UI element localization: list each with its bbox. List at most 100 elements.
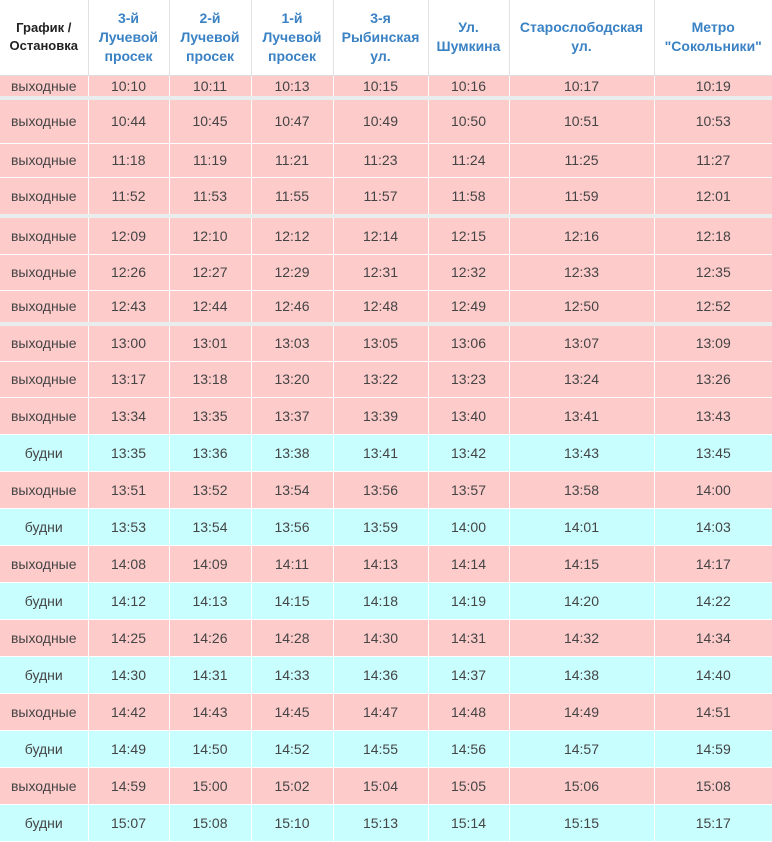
time-cell: 14:25: [87, 619, 169, 657]
time-cell: 12:46: [250, 290, 333, 325]
time-cell: 13:41: [508, 397, 654, 435]
time-cell: 11:23: [332, 143, 428, 178]
schedule-cell: выходные: [0, 471, 88, 509]
time-cell: 13:17: [87, 361, 169, 398]
table-row: выходные 14:25 14:26 14:28 14:30 14:31 14:32 14…: [0, 619, 772, 657]
time-cell: 13:23: [427, 361, 509, 398]
time-cell: 15:13: [332, 804, 428, 842]
table-row: выходные 13:17 13:18 13:20 13:22 13:23 13:24 13…: [0, 361, 772, 398]
time-cell: 14:22: [653, 582, 772, 620]
time-cell: 12:43: [87, 290, 169, 325]
time-cell: 12:18: [653, 214, 772, 255]
table-row: выходные 11:18 11:19 11:21 11:23 11:24 11:25 11…: [0, 143, 772, 178]
time-cell: 14:19: [427, 582, 509, 620]
table-row: выходные 14:59 15:00 15:02 15:04 15:05 15:06 15…: [0, 767, 772, 805]
time-cell: 11:59: [508, 177, 654, 217]
time-cell: 12:52: [653, 290, 772, 325]
time-cell: 10:45: [168, 96, 251, 144]
time-cell: 14:37: [427, 656, 509, 694]
time-cell: 10:17: [508, 75, 654, 99]
time-cell: 13:05: [332, 322, 428, 362]
time-cell: 13:26: [653, 361, 772, 398]
time-cell: 14:50: [168, 730, 251, 768]
time-cell: 13:38: [250, 434, 333, 472]
schedule-cell: выходные: [0, 545, 88, 583]
time-cell: 10:44: [87, 96, 169, 144]
table-row: будни 15:07 15:08 15:10 15:13 15:14 15:15 15:17: [0, 804, 772, 842]
time-cell: 10:15: [332, 75, 428, 99]
time-cell: 15:08: [653, 767, 772, 805]
time-cell: 12:16: [508, 214, 654, 255]
time-cell: 14:38: [508, 656, 654, 694]
time-cell: 14:15: [250, 582, 333, 620]
time-cell: 14:32: [508, 619, 654, 657]
schedule-cell: выходные: [0, 322, 88, 362]
time-cell: 12:26: [87, 254, 169, 291]
time-cell: 15:06: [508, 767, 654, 805]
time-cell: 14:51: [653, 693, 772, 731]
schedule-cell: будни: [0, 582, 88, 620]
time-cell: 12:29: [250, 254, 333, 291]
time-cell: 13:51: [87, 471, 169, 509]
time-cell: 12:14: [332, 214, 428, 255]
time-cell: 14:15: [508, 545, 654, 583]
time-cell: 12:49: [427, 290, 509, 325]
time-cell: 11:27: [653, 143, 772, 178]
table-row: выходные 13:00 13:01 13:03 13:05 13:06 13:07 13…: [0, 322, 772, 362]
time-cell: 14:49: [508, 693, 654, 731]
time-cell: 12:44: [168, 290, 251, 325]
table-row: выходные 13:34 13:35 13:37 13:39 13:40 13:41 13…: [0, 397, 772, 435]
time-cell: 15:05: [427, 767, 509, 805]
time-cell: 13:20: [250, 361, 333, 398]
time-cell: 14:20: [508, 582, 654, 620]
time-cell: 14:59: [653, 730, 772, 768]
time-cell: 13:56: [250, 508, 333, 546]
time-cell: 14:14: [427, 545, 509, 583]
time-cell: 14:52: [250, 730, 333, 768]
time-cell: 14:30: [87, 656, 169, 694]
table-row: выходные 10:10 10:11 10:13 10:15 10:16 10:17 10…: [0, 75, 772, 99]
stop-header-staroslobodskaya: Старослободская ул.: [508, 0, 654, 76]
time-cell: 14:36: [332, 656, 428, 694]
schedule-cell: будни: [0, 804, 88, 842]
time-cell: 15:04: [332, 767, 428, 805]
time-cell: 14:30: [332, 619, 428, 657]
time-cell: 13:56: [332, 471, 428, 509]
time-cell: 12:35: [653, 254, 772, 291]
schedule-cell: будни: [0, 730, 88, 768]
time-cell: 13:36: [168, 434, 251, 472]
time-cell: 13:22: [332, 361, 428, 398]
stop-header-shumkina: Ул. Шумкина: [427, 0, 509, 76]
table-row: выходные 10:44 10:45 10:47 10:49 10:50 10:51 10…: [0, 96, 772, 144]
schedule-cell: выходные: [0, 290, 88, 325]
time-cell: 14:18: [332, 582, 428, 620]
stop-header-luchevoy-3: 3-й Лучевой просек: [87, 0, 169, 76]
time-cell: 13:58: [508, 471, 654, 509]
table-row: выходные 12:43 12:44 12:46 12:48 12:49 12:50 12…: [0, 290, 772, 325]
stop-header-luchevoy-2: 2-й Лучевой просек: [168, 0, 251, 76]
time-cell: 11:58: [427, 177, 509, 217]
time-cell: 13:54: [168, 508, 251, 546]
stop-header-metro-sokolniki: Метро "Сокольники": [653, 0, 772, 76]
time-cell: 15:14: [427, 804, 509, 842]
time-cell: 14:12: [87, 582, 169, 620]
time-cell: 13:39: [332, 397, 428, 435]
schedule-cell: выходные: [0, 254, 88, 291]
header-row: График / Остановка 3-й Лучевой просек 2-…: [0, 0, 772, 76]
time-cell: 14:55: [332, 730, 428, 768]
time-cell: 13:41: [332, 434, 428, 472]
time-cell: 13:54: [250, 471, 333, 509]
schedule-cell: выходные: [0, 96, 88, 144]
time-cell: 13:37: [250, 397, 333, 435]
time-cell: 10:53: [653, 96, 772, 144]
table-row: будни 13:53 13:54 13:56 13:59 14:00 14:01 14:03: [0, 508, 772, 546]
time-cell: 10:51: [508, 96, 654, 144]
time-cell: 14:13: [332, 545, 428, 583]
table-row: выходные 11:52 11:53 11:55 11:57 11:58 11:59 12…: [0, 177, 772, 217]
time-cell: 10:19: [653, 75, 772, 99]
time-cell: 12:50: [508, 290, 654, 325]
stop-header-rybinskaya-3: 3-я Рыбинская ул.: [332, 0, 428, 76]
schedule-cell: будни: [0, 508, 88, 546]
schedule-cell: будни: [0, 434, 88, 472]
time-cell: 13:34: [87, 397, 169, 435]
